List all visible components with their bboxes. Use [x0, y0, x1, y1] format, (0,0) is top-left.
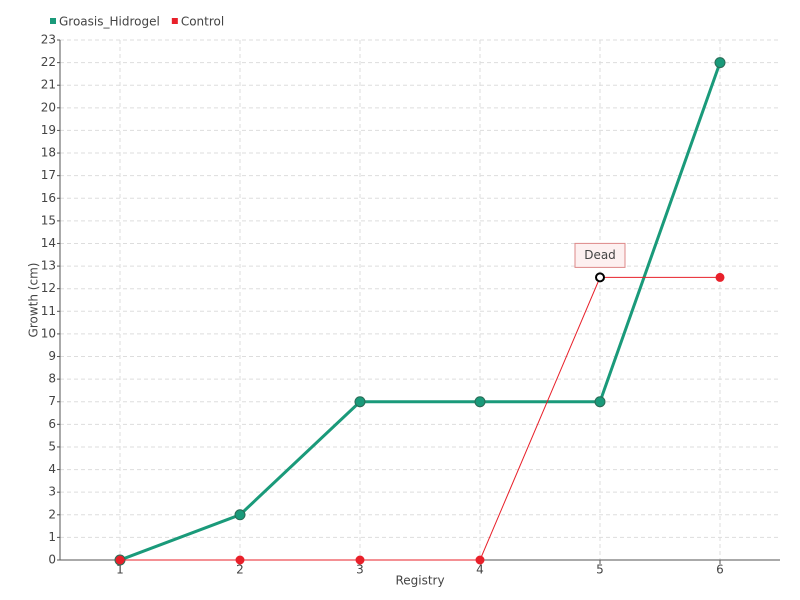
- x-tick-label: 6: [716, 563, 724, 577]
- y-tick-label: 19: [41, 123, 56, 137]
- legend-swatch: [171, 18, 178, 24]
- y-tick-label: 9: [48, 349, 56, 363]
- y-tick-label: 22: [41, 55, 56, 69]
- data-point: [354, 396, 366, 408]
- y-tick-label: 17: [41, 168, 56, 182]
- data-point: [475, 555, 485, 565]
- data-point: [474, 396, 486, 408]
- y-tick-label: 20: [41, 100, 56, 114]
- x-axis-label: Registry: [395, 574, 444, 588]
- x-tick-label: 2: [236, 563, 244, 577]
- series-line: [119, 62, 722, 562]
- data-point: [715, 272, 725, 282]
- y-tick-label: 15: [41, 213, 56, 227]
- series-line: [120, 276, 720, 561]
- annotation-box: [574, 242, 626, 268]
- y-tick-label: 7: [48, 394, 56, 408]
- data-point: [234, 509, 246, 521]
- y-tick-label: 5: [48, 439, 56, 453]
- y-tick-label: 4: [48, 462, 56, 476]
- data-point: [595, 272, 605, 283]
- y-axis-label: Growth (cm): [27, 263, 41, 338]
- y-tick-label: 18: [41, 146, 56, 160]
- data-point: [115, 555, 125, 565]
- legend-swatch: [50, 18, 56, 24]
- legend-label: Control: [181, 15, 224, 29]
- data-point: [714, 57, 726, 69]
- y-tick-label: 2: [48, 507, 56, 521]
- x-tick-label: 5: [596, 563, 604, 577]
- y-tick-label: 16: [41, 191, 56, 205]
- y-tick-label: 11: [41, 304, 56, 318]
- legend-label: Groasis_Hidrogel: [59, 15, 160, 29]
- x-tick-label: 3: [356, 563, 364, 577]
- y-tick-label: 6: [48, 417, 56, 431]
- y-tick-label: 14: [41, 236, 56, 250]
- y-tick-label: 1: [48, 530, 56, 544]
- y-tick-label: 23: [41, 33, 56, 47]
- annotation: Dead: [584, 248, 616, 262]
- y-tick-label: 21: [41, 78, 56, 92]
- y-tick-label: 10: [41, 326, 56, 340]
- data-point: [235, 555, 245, 565]
- x-tick-label: 1: [116, 563, 124, 577]
- x-tick-label: 4: [476, 563, 484, 577]
- y-tick-label: 12: [41, 281, 56, 295]
- y-tick-label: 0: [48, 553, 56, 567]
- y-tick-label: 3: [48, 485, 56, 499]
- y-tick-label: 8: [48, 372, 56, 386]
- y-tick-label: 13: [41, 259, 56, 273]
- data-point: [594, 396, 606, 408]
- data-point: [355, 555, 365, 565]
